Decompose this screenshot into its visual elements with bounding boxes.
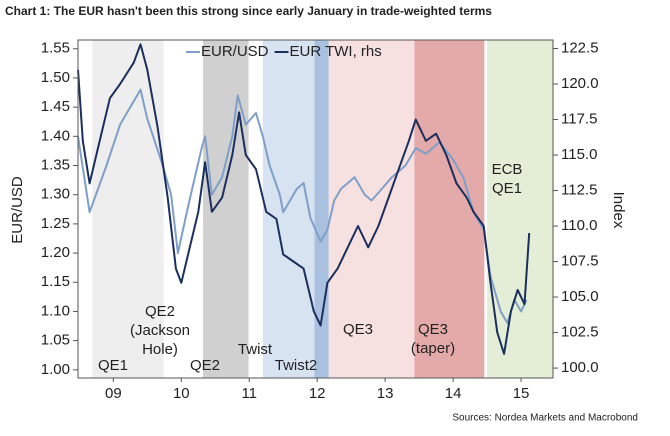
legend-label: EUR TWI, rhs <box>290 43 382 60</box>
region-label: QE2 <box>190 357 220 374</box>
y-tick-label: 1.30 <box>41 186 70 203</box>
plot-frame <box>77 39 554 379</box>
legend-label: EUR/USD <box>201 43 269 60</box>
region <box>314 40 329 378</box>
annotation: QE2 <box>145 303 175 320</box>
series-line <box>77 43 531 355</box>
y-tick-label: 1.10 <box>41 302 70 319</box>
region-label: QE1 <box>98 357 128 374</box>
x-tick-label: 15 <box>513 385 530 402</box>
region-label: Twist2 <box>275 357 318 374</box>
y2-axis-title: Index <box>610 192 627 229</box>
y-tick-label: 1.50 <box>41 69 70 86</box>
region <box>487 40 553 378</box>
region-label: QE3 <box>343 321 373 338</box>
annotation: Hole) <box>142 341 178 358</box>
x-tick-label: 11 <box>241 385 257 402</box>
y-tick-label: 1.20 <box>41 244 70 261</box>
y-tick-label: 1.45 <box>41 98 70 115</box>
y2-tick-label: 105.0 <box>561 288 599 305</box>
chart-title: Chart 1: The EUR hasn't been this strong… <box>5 4 492 18</box>
y-tick-label: 1.25 <box>41 215 70 232</box>
y-tick-label: 1.55 <box>41 40 70 57</box>
y2-tick-label: 102.5 <box>561 324 599 341</box>
region-label: (taper) <box>411 340 455 357</box>
region <box>262 40 315 378</box>
region-label: ECB <box>492 161 523 178</box>
y-axis-title: EUR/USD <box>9 176 26 244</box>
y2-tick-label: 115.0 <box>561 146 597 163</box>
y-tick-label: 1.05 <box>41 332 70 349</box>
region-label: Twist <box>238 341 273 358</box>
annotation: (Jackson <box>130 322 190 339</box>
region-label: QE1 <box>492 180 522 197</box>
y-tick-label: 1.15 <box>41 273 70 290</box>
y2-tick-label: 112.5 <box>561 182 597 199</box>
source: Sources: Nordea Markets and Macrobond <box>452 413 638 424</box>
x-tick-label: 10 <box>173 385 190 402</box>
y2-tick-label: 100.0 <box>561 359 599 376</box>
y2-tick-label: 117.5 <box>561 110 597 127</box>
region <box>203 40 249 378</box>
y2-tick-label: 110.0 <box>561 217 597 234</box>
series-line <box>77 88 528 325</box>
x-tick-label: 14 <box>445 385 462 402</box>
y-tick-label: 1.40 <box>41 127 70 144</box>
y-tick-label: 1.00 <box>41 361 70 378</box>
y-tick-label: 1.35 <box>41 156 70 173</box>
region <box>328 40 415 378</box>
region-label: QE3 <box>418 321 448 338</box>
y2-tick-label: 120.0 <box>561 75 599 92</box>
x-tick-label: 09 <box>105 385 122 402</box>
x-tick-label: 13 <box>377 385 394 402</box>
y2-tick-label: 122.5 <box>561 39 599 56</box>
x-tick-label: 12 <box>309 385 326 402</box>
y2-tick-label: 107.5 <box>561 253 599 270</box>
